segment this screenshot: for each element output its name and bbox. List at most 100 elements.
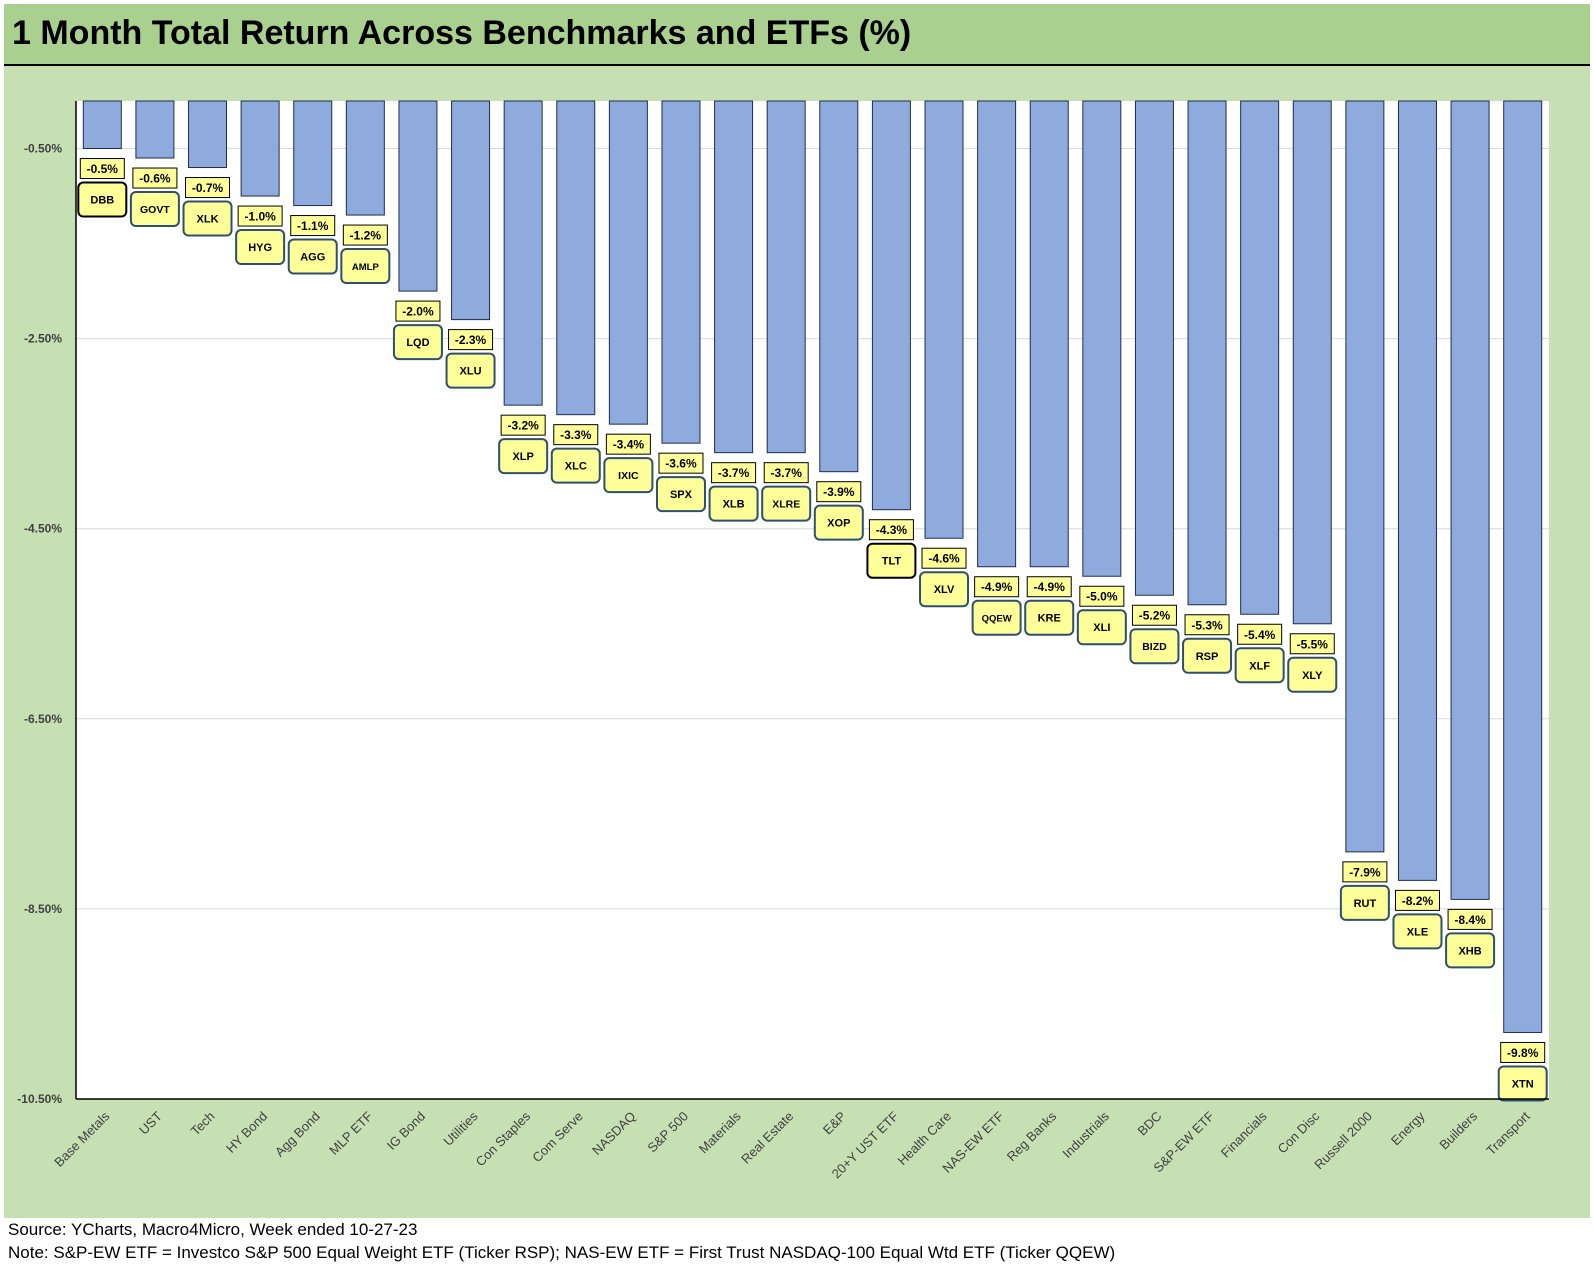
x-axis-ticks: Base Metals UST Tech HY Bond Agg Bond MLP ETF… xyxy=(51,1108,1533,1181)
ticker-label: SPX xyxy=(670,489,693,501)
ticker-label: BIZD xyxy=(1142,641,1167,653)
ticker-label: GOVT xyxy=(140,204,170,216)
bar xyxy=(398,100,438,292)
value-label-box xyxy=(448,329,494,351)
value-label-box xyxy=(1079,585,1125,607)
ticker-label: XLP xyxy=(512,451,533,463)
ticker-box xyxy=(1076,609,1127,646)
x-tick-label: Financials xyxy=(1218,1108,1270,1160)
y-tick-label: -10.50% xyxy=(17,1092,62,1106)
value-label-box xyxy=(553,424,599,446)
bar xyxy=(240,100,280,197)
ticker-box xyxy=(1445,932,1496,969)
x-tick-label: HY Bond xyxy=(223,1109,270,1156)
bar xyxy=(1503,100,1543,1033)
x-tick-label: Com Serve xyxy=(529,1109,586,1166)
x-tick-label: Tech xyxy=(188,1109,218,1139)
value-label-box xyxy=(1184,614,1230,636)
value-label-box xyxy=(1342,861,1388,883)
value-label-box xyxy=(342,224,388,246)
value-label-box xyxy=(763,462,809,484)
value-label-box xyxy=(1394,889,1440,911)
ticker-box xyxy=(655,476,706,513)
y-tick-label: -4.50% xyxy=(24,522,62,536)
ticker-box xyxy=(498,438,549,475)
bar xyxy=(608,100,648,425)
value-label-box xyxy=(1237,623,1283,645)
bar xyxy=(1240,100,1280,615)
ticker-label: TLT xyxy=(882,556,902,568)
value-label-box xyxy=(500,414,546,436)
value-label: -4.6% xyxy=(928,552,960,566)
bar xyxy=(345,100,385,216)
ticker-box xyxy=(235,229,286,266)
ticker-label: DBB xyxy=(90,195,114,207)
value-label-box xyxy=(290,215,336,237)
value-label-box xyxy=(185,177,231,199)
value-label: -3.3% xyxy=(560,428,592,442)
ticker-box xyxy=(866,542,917,579)
ticker-box xyxy=(1392,913,1443,950)
bars xyxy=(82,100,1543,1033)
x-tick-label: NASDAQ xyxy=(589,1109,638,1158)
chart-svg: -0.50% -2.50% -4.50% -6.50% -8.50% -10.50% -0… xyxy=(17,100,1549,1181)
ticker-box xyxy=(129,191,180,228)
bar xyxy=(977,100,1017,568)
ticker-box xyxy=(392,324,443,361)
value-label: -5.0% xyxy=(1086,590,1118,604)
x-tick-label: Agg Bond xyxy=(272,1109,323,1160)
value-label-box xyxy=(79,158,125,180)
ticker-box xyxy=(1024,599,1075,636)
value-label: -4.3% xyxy=(876,523,908,537)
value-label: -2.0% xyxy=(402,305,434,319)
value-label-box xyxy=(711,462,757,484)
bar xyxy=(1187,100,1227,606)
ticker-label: AMLP xyxy=(352,262,380,273)
ticker-box xyxy=(1129,628,1180,665)
bar xyxy=(503,100,543,406)
value-label: -7.9% xyxy=(1349,865,1381,879)
value-label-box xyxy=(1447,908,1493,930)
ticker-label: XHB xyxy=(1458,945,1481,957)
ticker-box xyxy=(340,248,391,285)
x-tick-label: Reg Banks xyxy=(1004,1108,1060,1164)
ticker-box xyxy=(445,352,496,389)
ticker-label: HYG xyxy=(248,242,272,254)
ticker-label: RSP xyxy=(1196,651,1219,663)
ticker-box xyxy=(77,181,128,218)
value-label-box xyxy=(868,519,914,541)
ticker-label: XLB xyxy=(723,499,745,511)
ticker-box xyxy=(971,599,1022,636)
y-tick-label: -0.50% xyxy=(24,142,62,156)
value-label-box xyxy=(1131,604,1177,626)
x-tick-label: Industrials xyxy=(1059,1108,1112,1161)
value-label: -5.2% xyxy=(1139,609,1171,623)
value-label: -3.9% xyxy=(823,485,855,499)
y-axis-ticks: -0.50% -2.50% -4.50% -6.50% -8.50% -10.50% xyxy=(17,142,62,1106)
bar xyxy=(766,100,806,454)
ticker-box xyxy=(550,447,601,484)
bar xyxy=(1082,100,1122,577)
x-tick-label: Con Disc xyxy=(1274,1108,1322,1156)
bar xyxy=(1292,100,1332,625)
source-note: Source: YCharts, Macro4Micro, Week ended… xyxy=(8,1220,418,1239)
bar xyxy=(924,100,964,539)
bar xyxy=(188,100,228,169)
title-band: 1 Month Total Return Across Benchmarks a… xyxy=(4,4,1590,66)
x-tick-label: Utilities xyxy=(440,1108,481,1149)
value-label: -3.6% xyxy=(665,457,697,471)
bar xyxy=(871,100,911,511)
value-label-box xyxy=(1500,1041,1546,1063)
value-label: -3.7% xyxy=(771,466,803,480)
x-tick-label: BDC xyxy=(1135,1109,1165,1139)
ticker-label: IXIC xyxy=(618,470,639,482)
value-label: -5.5% xyxy=(1297,637,1329,651)
ticker-box xyxy=(813,504,864,541)
bar xyxy=(819,100,859,473)
ticker-box xyxy=(182,200,233,237)
ticker-label: XLC xyxy=(565,461,587,473)
value-label: -1.1% xyxy=(297,219,329,233)
chart-title: 1 Month Total Return Across Benchmarks a… xyxy=(12,14,912,52)
ticker-label: XLU xyxy=(460,366,482,378)
y-tick-label: -2.50% xyxy=(24,332,62,346)
